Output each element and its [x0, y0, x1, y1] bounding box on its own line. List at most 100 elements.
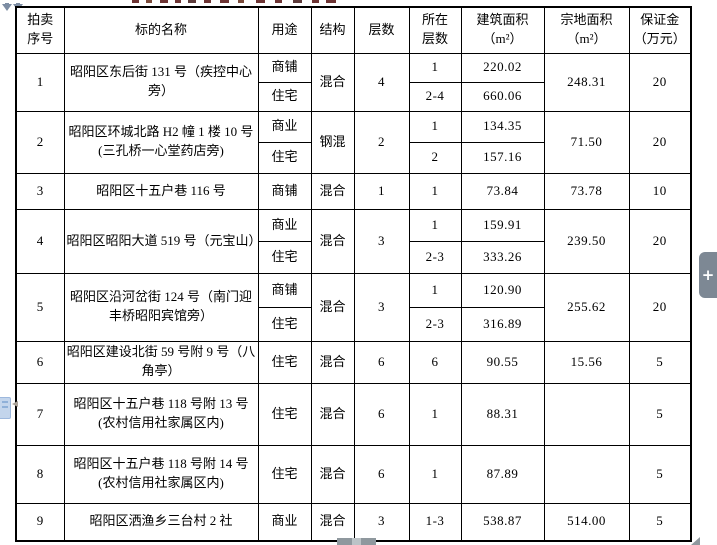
- cell-floor-located: 2-3: [408, 306, 462, 342]
- cell-deposit: 5: [628, 340, 692, 384]
- table-row: 9 昭阳区洒渔乡三台村 2 社 商业 混合 3 1-3 538.87 514.0…: [15, 502, 692, 542]
- table-row: 6 昭阳区建设北街 59 号附 9 号（八角亭） 住宅 混合 6 6 90.55…: [15, 340, 692, 384]
- header-structure: 结构: [310, 6, 355, 54]
- cell-land-area: [543, 382, 630, 446]
- cell-lot-name: 昭阳区洒渔乡三台村 2 社: [63, 502, 259, 542]
- table-row: 住宅 2-3 316.89: [16, 306, 691, 342]
- horizontal-scrollbar-thumb[interactable]: [337, 538, 376, 545]
- cell-structure: 混合: [310, 208, 355, 274]
- cell-deposit: 20: [628, 52, 692, 112]
- cell-building-area: 87.89: [460, 444, 545, 504]
- cell-lot-name: 昭阳区十五户巷 116 号: [63, 172, 259, 210]
- cell-usage: 住宅: [257, 240, 312, 274]
- cell-deposit: 20: [628, 110, 692, 174]
- cell-usage: 商业: [257, 502, 312, 542]
- cell-usage: 商铺: [257, 52, 312, 83]
- header-floor-located: 所在 层数: [408, 6, 462, 54]
- cell-usage: 商业: [257, 208, 312, 242]
- cell-deposit: 5: [628, 502, 692, 542]
- cell-building-area: 157.16: [460, 141, 545, 174]
- scrollbar-highlight: [352, 538, 361, 545]
- cell-lot-name: 昭阳区沿河岔街 124 号（南门迎丰桥昭阳宾馆旁）: [63, 272, 259, 342]
- header-building-area: 建筑面积 （m²）: [460, 6, 545, 54]
- cell-structure: 混合: [310, 444, 355, 504]
- cell-structure: 混合: [310, 502, 355, 542]
- cell-structure: 混合: [310, 340, 355, 384]
- add-plus-button[interactable]: +: [699, 252, 717, 298]
- cell-building-area: 538.87: [460, 502, 545, 542]
- table-row: 8 昭阳区十五户巷 118 号附 14 号(农村信用社家属区内) 住宅 混合 6…: [15, 444, 692, 504]
- cell-land-area: 255.62: [543, 272, 630, 342]
- table-row: 7 昭阳区十五户巷 118 号附 13 号(农村信用社家属区内) 住宅 混合 6…: [15, 382, 692, 446]
- cell-lot-name: 昭阳区环城北路 H2 幢 1 楼 10 号(三孔桥一心堂药店旁): [63, 110, 259, 174]
- cell-land-area: 239.50: [543, 208, 630, 274]
- cell-floors: 4: [353, 52, 410, 112]
- cell-floor-located: 2: [408, 141, 462, 174]
- cell-structure: 混合: [310, 272, 355, 342]
- cell-building-area: 333.26: [460, 240, 545, 274]
- table-header-row: 拍卖 序号 标的名称 用途 结构 层数 所在 层数 建筑面积 （m²） 宗地面积 （m²…: [15, 6, 692, 54]
- cell-lot-no: 1: [15, 52, 65, 112]
- header-floors: 层数: [353, 6, 410, 54]
- cell-floor-located: 1: [408, 272, 462, 308]
- cell-deposit: 20: [628, 272, 692, 342]
- cell-land-area: 248.31: [543, 52, 630, 112]
- cell-land-area: 73.78: [543, 172, 630, 210]
- cell-usage: 商铺: [257, 272, 312, 308]
- cell-usage: 住宅: [257, 340, 312, 384]
- cell-floor-located: 1: [408, 110, 462, 143]
- cell-floor-located: 1: [408, 208, 462, 242]
- cell-usage: 住宅: [257, 81, 312, 112]
- cell-usage: 商铺: [257, 172, 312, 210]
- cell-structure: 混合: [310, 52, 355, 112]
- table-row: 住宅 2-4 660.06: [16, 81, 691, 112]
- table-row: 住宅 2 157.16: [16, 141, 691, 174]
- down-arrow-icon: [2, 3, 12, 11]
- plus-icon: +: [701, 266, 715, 284]
- cell-floor-located: 2-4: [408, 81, 462, 112]
- table-row: 3 昭阳区十五户巷 116 号 商铺 混合 1 1 73.84 73.78 10: [15, 172, 692, 210]
- cell-floors: 3: [353, 272, 410, 342]
- cell-structure: 钢混: [310, 110, 355, 174]
- table-row: 5 昭阳区沿河岔街 124 号（南门迎丰桥昭阳宾馆旁） 商铺 混合 3 1 12…: [15, 272, 692, 342]
- header-land-area: 宗地面积 （m²）: [543, 6, 630, 54]
- resize-handle-icon[interactable]: [691, 537, 700, 545]
- cell-building-area: 134.35: [460, 110, 545, 143]
- cell-building-area: 316.89: [460, 306, 545, 342]
- cell-lot-name: 昭阳区昭阳大道 519 号（元宝山）: [63, 208, 259, 274]
- cell-usage: 商业: [257, 110, 312, 143]
- cell-floors: 1: [353, 172, 410, 210]
- cell-deposit: 5: [628, 444, 692, 504]
- cell-deposit: 10: [628, 172, 692, 210]
- cell-lot-no: 7: [15, 382, 65, 446]
- cell-usage: 住宅: [257, 306, 312, 342]
- cell-land-area: 514.00: [543, 502, 630, 542]
- cell-floor-located: 1: [408, 382, 462, 446]
- cell-floors: 6: [353, 382, 410, 446]
- cell-usage: 住宅: [257, 444, 312, 504]
- cell-building-area: 73.84: [460, 172, 545, 210]
- cell-lot-no: 8: [15, 444, 65, 504]
- cell-floor-located: 2-3: [408, 240, 462, 274]
- cell-building-area: 88.31: [460, 382, 545, 446]
- cell-lot-name: 昭阳区十五户巷 118 号附 14 号(农村信用社家属区内): [63, 444, 259, 504]
- cell-lot-name: 昭阳区东后街 131 号（疾控中心旁）: [63, 52, 259, 112]
- header-deposit: 保证金 （万元）: [628, 6, 692, 54]
- cell-lot-no: 3: [15, 172, 65, 210]
- cell-lot-no: 6: [15, 340, 65, 384]
- table-row: 住宅 2-3 333.26: [16, 240, 691, 274]
- cell-lot-name: 昭阳区十五户巷 118 号附 13 号(农村信用社家属区内): [63, 382, 259, 446]
- cell-floor-located: 1-3: [408, 502, 462, 542]
- header-lot-no: 拍卖 序号: [15, 6, 65, 54]
- cell-usage: 住宅: [257, 382, 312, 446]
- cell-floors: 2: [353, 110, 410, 174]
- cell-land-area: 71.50: [543, 110, 630, 174]
- cell-usage: 住宅: [257, 141, 312, 174]
- cell-lot-no: 9: [15, 502, 65, 542]
- cell-lot-no: 2: [15, 110, 65, 174]
- cell-building-area: 120.90: [460, 272, 545, 308]
- table-row: 1 昭阳区东后街 131 号（疾控中心旁） 商铺 混合 4 1 220.02 2…: [15, 52, 692, 112]
- left-arrow-icon: [12, 401, 18, 407]
- auction-lots-table: 拍卖 序号 标的名称 用途 结构 层数 所在 层数 建筑面积 （m²） 宗地面积 （m²…: [15, 6, 692, 542]
